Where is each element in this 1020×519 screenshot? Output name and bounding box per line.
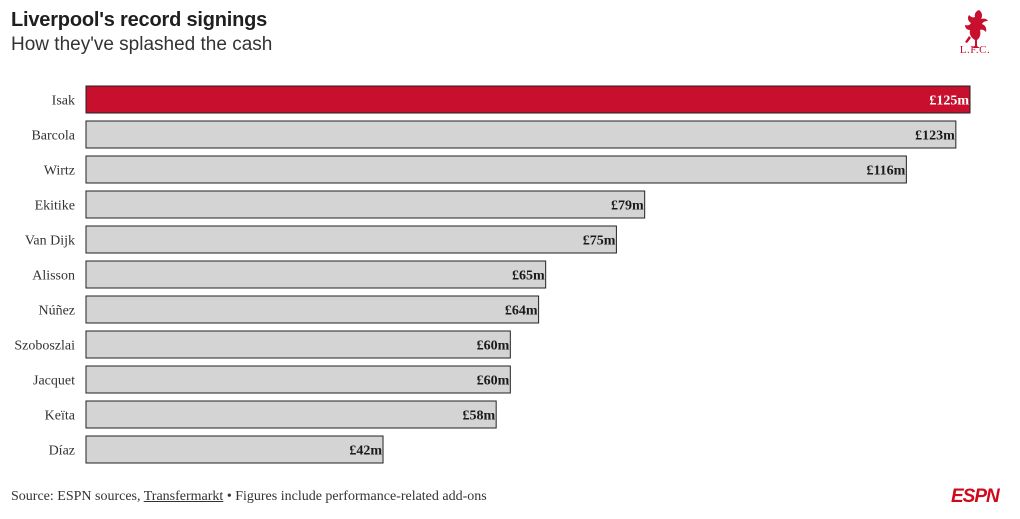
- bar-barcola: [85, 120, 957, 149]
- category-label-nunez: Núñez: [38, 304, 75, 319]
- category-label-diaz: Díaz: [49, 444, 75, 459]
- value-label-keita: £58m: [463, 409, 496, 424]
- value-label-jacquet: £60m: [477, 374, 510, 389]
- value-label-isak: £125m: [929, 94, 969, 109]
- bar-nunez: [85, 295, 540, 324]
- value-label-van-dijk: £75m: [583, 234, 616, 249]
- bar-jacquet: [85, 365, 511, 394]
- transfermarkt-link[interactable]: Transfermarkt: [143, 489, 224, 504]
- chart-title: Liverpool's record signings: [11, 9, 268, 31]
- category-label-van-dijk: Van Dijk: [25, 234, 75, 249]
- category-label-keita: Keïta: [45, 409, 76, 424]
- source-prefix: Source: ESPN sources,: [11, 489, 144, 504]
- liverbird-icon: [965, 10, 988, 48]
- espn-logo: ESPN: [951, 486, 1000, 507]
- chart-subtitle: How they've splashed the cash: [11, 34, 273, 55]
- category-label-barcola: Barcola: [31, 129, 75, 144]
- bar-van-dijk: [85, 225, 617, 254]
- bar-keita: [85, 400, 497, 429]
- bar-chart: Isak £125m Barcola £123m Wirtz £116m Ekitike £7…: [14, 85, 971, 464]
- value-label-ekitike: £79m: [611, 199, 644, 214]
- club-logo-text: L.F.C.: [959, 44, 991, 56]
- bar-alisson: [85, 260, 547, 289]
- bar-ekitike: [85, 190, 646, 219]
- bar-wirtz: [85, 155, 907, 184]
- bar-isak: [85, 85, 971, 114]
- value-label-wirtz: £116m: [866, 164, 905, 179]
- category-label-ekitike: Ekitike: [35, 199, 75, 214]
- category-label-wirtz: Wirtz: [44, 164, 75, 179]
- value-label-diaz: £42m: [349, 444, 382, 459]
- bar-diaz: [85, 435, 384, 464]
- source-note: Source: ESPN sources, Transfermarkt • Fi…: [11, 489, 487, 505]
- category-label-alisson: Alisson: [32, 269, 75, 284]
- category-label-jacquet: Jacquet: [33, 374, 75, 389]
- value-label-alisson: £65m: [512, 269, 545, 284]
- value-label-szoboszlai: £60m: [477, 339, 510, 354]
- category-label-szoboszlai: Szoboszlai: [14, 339, 75, 354]
- category-label-isak: Isak: [52, 94, 75, 109]
- bar-szoboszlai: [85, 330, 511, 359]
- value-label-barcola: £123m: [915, 129, 955, 144]
- source-suffix: • Figures include performance-related ad…: [223, 489, 487, 504]
- value-label-nunez: £64m: [505, 304, 538, 319]
